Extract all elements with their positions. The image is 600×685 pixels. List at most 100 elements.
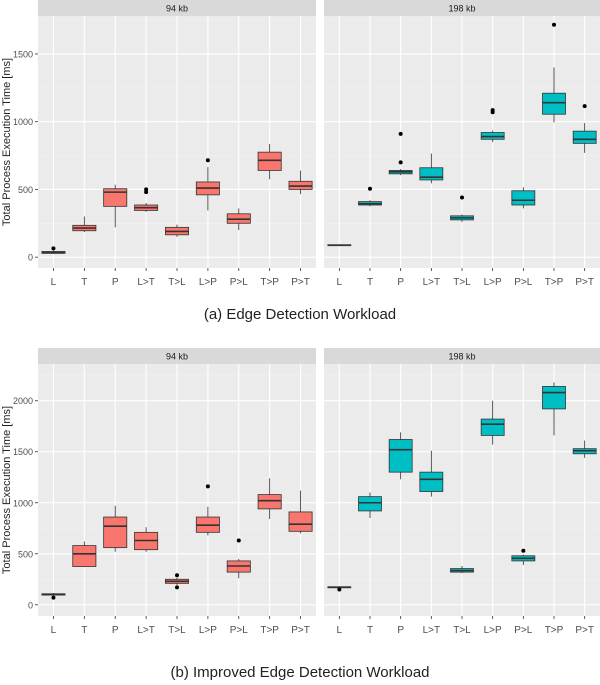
chart-b-panel-2-box-L-to-T <box>419 450 444 497</box>
outlier-point <box>205 158 210 163</box>
iqr-box <box>572 130 597 144</box>
outlier-point <box>236 538 241 543</box>
chart-a-y-tick-label: 0 <box>28 253 33 263</box>
chart-a-panel-2-strip <box>324 0 600 16</box>
chart-a-panel-2-x-tick-label: P <box>397 277 404 288</box>
outlier-point <box>582 104 587 109</box>
chart-a-panel-2-x-tick-label: L <box>337 277 343 288</box>
chart-b-panel-1-x-tick-label: L>P <box>199 625 217 636</box>
chart-b-panel-2-x-tick-label: T>P <box>545 625 564 636</box>
chart-a-panel-2-x-tick-label: T>P <box>545 277 564 288</box>
chart-b-y-tick-label: 1000 <box>13 498 33 508</box>
chart-b-panel-2-box-T-to-L <box>450 566 474 574</box>
chart-b-panel-1-box-L-to-P <box>195 484 220 536</box>
chart-a-panel-2-box-T <box>358 186 382 207</box>
chart-b-panel-2-x-tick-label: L <box>337 625 343 636</box>
iqr-box <box>511 190 536 206</box>
chart-a-panel-2-box-P-to-T <box>572 104 597 153</box>
chart-b-panel-1-x-tick-label: P <box>112 625 119 636</box>
outlier-point <box>521 548 526 553</box>
chart-a-panel-1-box-P-to-T <box>288 170 313 195</box>
chart-a-panel-2-x-tick-label: L>P <box>484 277 502 288</box>
iqr-box <box>103 188 128 207</box>
chart-a-panel-1-x-tick-label: L>P <box>199 277 217 288</box>
chart-a-panel-2-box-L-to-P <box>480 108 505 142</box>
chart-b-panel-2-strip-label: 198 kb <box>448 352 475 362</box>
chart-edge-detection: Total Process Execution Time [ms] 0 500 100… <box>1 0 600 288</box>
chart-b-panel-1-strip <box>38 348 316 364</box>
chart-a-panel-1-box-L-to-P <box>195 158 220 211</box>
chart-b-y-tick-label: 500 <box>18 549 33 559</box>
chart-b-panel-1-x-tick-label: L>T <box>137 625 155 636</box>
chart-a-panel-2-box-L <box>327 244 352 247</box>
outlier-point <box>337 587 342 592</box>
chart-a-panel-1-x-tick-label: L>T <box>137 277 155 288</box>
chart-b-panel-2-x-tick-label: P>T <box>575 625 594 636</box>
outlier-point <box>144 187 149 192</box>
iqr-box <box>257 494 282 510</box>
chart-a-panel-1-strip-label: 94 kb <box>166 4 188 14</box>
chart-b-panel-2-box-L <box>327 586 352 592</box>
chart-a-panel-1-box-P-to-L <box>226 208 251 231</box>
chart-a-panel-2-box-T-to-L <box>450 195 474 222</box>
chart-b-panel-2-box-L-to-P <box>480 400 505 445</box>
chart-b-y-tick-label: 1500 <box>13 447 33 457</box>
chart-b-panel-1-box-P-to-L <box>226 538 251 579</box>
chart-a-panel-1-x-tick-label: L <box>51 277 57 288</box>
chart-b-panel-1-x-tick-label: L <box>51 625 57 636</box>
chart-a-panel-1-box-L-to-T <box>134 187 159 212</box>
iqr-box <box>72 545 97 567</box>
chart-a-panel-2-x-tick-label: T>L <box>453 277 471 288</box>
iqr-box <box>103 516 128 549</box>
chart-b-y-tick-label: 0 <box>28 600 33 610</box>
outlier-point <box>398 131 403 136</box>
chart-b-panel-2-box-P <box>388 432 413 480</box>
chart-b-panel-2-box-T <box>358 492 382 519</box>
iqr-box <box>419 167 444 181</box>
chart-a-panel-1-x-tick-label: P>L <box>230 277 249 288</box>
caption-b: (b) Improved Edge Detection Workload <box>170 664 430 681</box>
chart-b-panel-1-x-tick-label: P>T <box>291 625 310 636</box>
chart-a-y-tick-label: 1500 <box>13 49 33 59</box>
chart-a-panel-2-x-tick-label: L>T <box>423 277 441 288</box>
chart-b-y-tick-label: 2000 <box>13 396 33 406</box>
chart-a-panel-1-x-tick-label: T <box>81 277 87 288</box>
chart-a-panel-1-x-tick-label: P <box>112 277 119 288</box>
chart-b-panel-1-box-T-to-L <box>165 573 189 590</box>
chart-a-panel-1-box-P <box>103 184 128 228</box>
outlier-point <box>205 484 210 489</box>
chart-b-panel-1-x-tick-label: T <box>81 625 87 636</box>
chart-a-panel-1-strip <box>38 0 316 16</box>
chart-a-panel-1-x-tick-label: T>L <box>168 277 186 288</box>
iqr-box <box>542 386 566 410</box>
chart-b-panel-2-x-tick-label: L>T <box>423 625 441 636</box>
outlier-point <box>51 595 56 600</box>
outlier-point <box>368 186 372 191</box>
chart-b-panel-1-box-T-to-P <box>257 478 282 520</box>
outlier-point <box>398 160 403 165</box>
outlier-point <box>460 195 464 200</box>
chart-b-panel-2-x-tick-label: L>P <box>484 625 502 636</box>
chart-a-y-tick-label: 500 <box>18 185 33 195</box>
outlier-point <box>175 573 179 578</box>
chart-b-panel-2-strip <box>324 348 600 364</box>
chart-b-panel-1-x-tick-label: T>P <box>260 625 279 636</box>
chart-a-panel-2-x-tick-label: P>L <box>514 277 533 288</box>
chart-a-panel-2-box-T-to-P <box>542 22 566 123</box>
chart-b-panel-2-box-T-to-P <box>542 382 566 436</box>
caption-a: (a) Edge Detection Workload <box>203 306 397 323</box>
chart-a-panel-2-x-tick-label: P>T <box>575 277 594 288</box>
chart-b-y-axis-title: Total Process Execution Time [ms] <box>1 406 13 574</box>
chart-a-panel-2-strip-label: 198 kb <box>448 4 475 14</box>
iqr-box <box>288 511 313 532</box>
iqr-box <box>257 151 282 171</box>
chart-b-panel-2-x-tick-label: T <box>367 625 373 636</box>
chart-a-panel-1-x-tick-label: P>T <box>291 277 310 288</box>
outlier-point <box>175 585 179 590</box>
outlier-point <box>552 22 556 27</box>
chart-b-panel-1-box-L-to-T <box>134 527 159 552</box>
chart-a-y-tick-label: 1000 <box>13 117 33 127</box>
chart-a-panel-1-x-tick-label: T>P <box>260 277 279 288</box>
chart-b-panel-2-box-P-to-T <box>572 440 597 458</box>
